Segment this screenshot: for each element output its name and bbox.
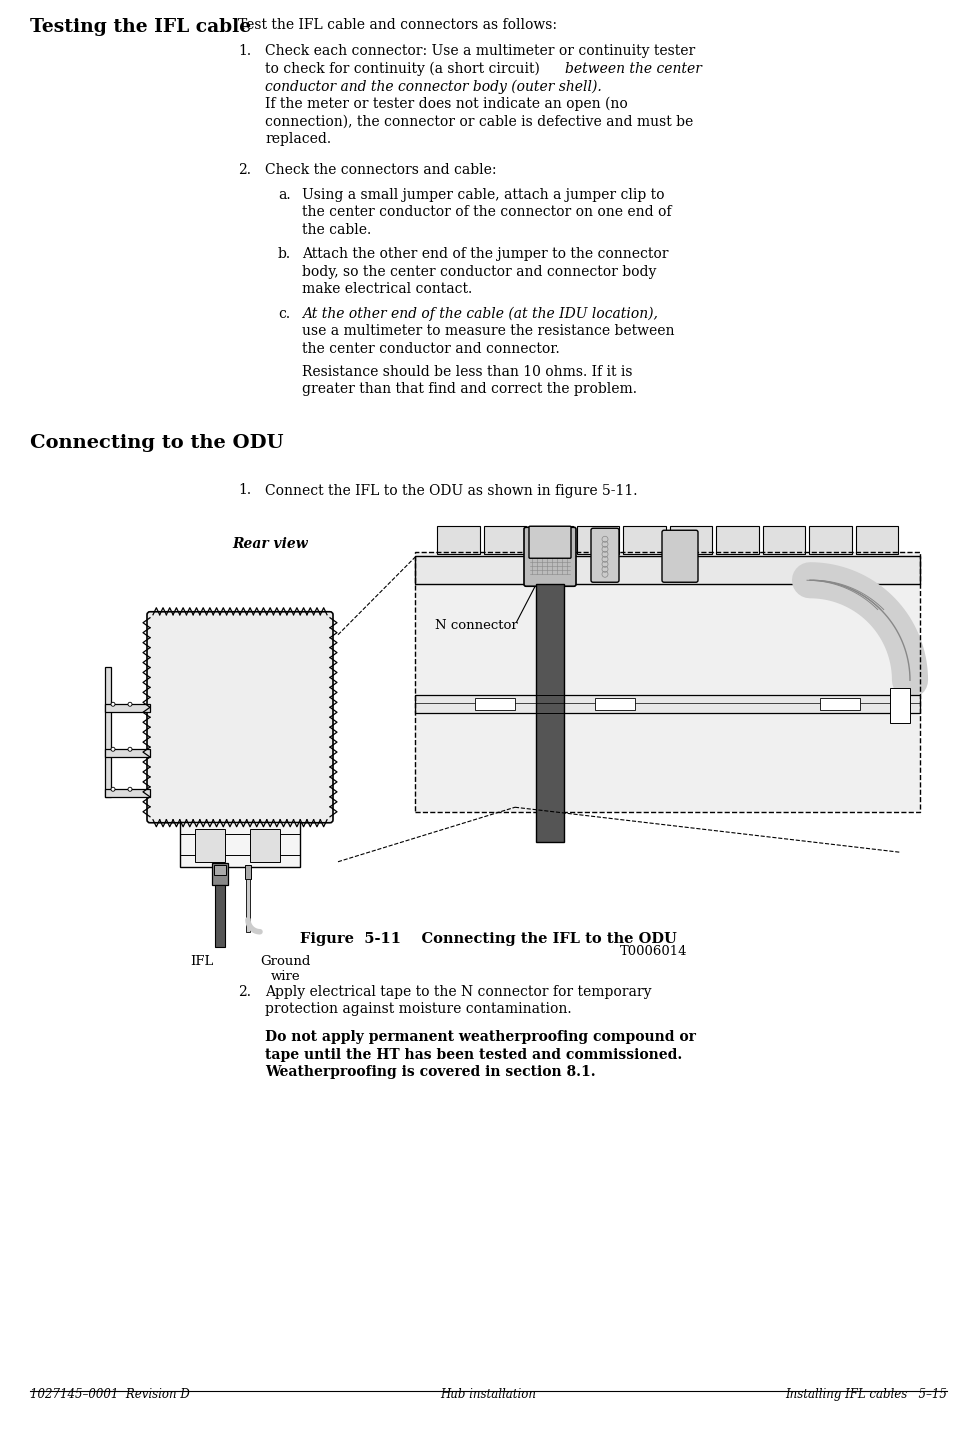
- Text: IFL: IFL: [190, 954, 213, 967]
- FancyBboxPatch shape: [524, 527, 576, 587]
- Text: the center conductor and connector.: the center conductor and connector.: [302, 342, 560, 356]
- Bar: [214, 864, 226, 874]
- Bar: [415, 557, 920, 584]
- Text: Attach the other end of the jumper to the connector: Attach the other end of the jumper to th…: [302, 248, 668, 262]
- Text: Ground
wire: Ground wire: [260, 954, 311, 983]
- Text: Installing IFL cables   5–15: Installing IFL cables 5–15: [786, 1388, 947, 1401]
- Text: make electrical contact.: make electrical contact.: [302, 282, 472, 296]
- Bar: [105, 790, 150, 797]
- Circle shape: [128, 703, 132, 707]
- Text: the center conductor of the connector on one end of: the center conductor of the connector on…: [302, 205, 671, 219]
- Text: 2.: 2.: [238, 163, 251, 177]
- Text: 1.: 1.: [238, 484, 251, 498]
- Text: the cable.: the cable.: [302, 223, 371, 236]
- Text: T0006014: T0006014: [620, 944, 688, 957]
- Text: 1027145–0001  Revision D: 1027145–0001 Revision D: [30, 1388, 190, 1401]
- Text: Rear view: Rear view: [233, 537, 308, 551]
- Bar: [576, 527, 619, 554]
- Bar: [669, 527, 712, 554]
- Text: Hub installation: Hub installation: [441, 1388, 536, 1401]
- Bar: [105, 750, 150, 757]
- Text: If the meter or tester does not indicate an open (no: If the meter or tester does not indicate…: [265, 97, 628, 112]
- Bar: [484, 527, 526, 554]
- Bar: [195, 829, 225, 861]
- FancyBboxPatch shape: [591, 528, 619, 582]
- Bar: [415, 695, 920, 713]
- Bar: [890, 688, 910, 723]
- FancyBboxPatch shape: [662, 531, 698, 582]
- Text: greater than that find and correct the problem.: greater than that find and correct the p…: [302, 382, 637, 396]
- Bar: [762, 527, 805, 554]
- Text: replaced.: replaced.: [265, 132, 331, 146]
- Text: Testing the IFL cable: Testing the IFL cable: [30, 19, 251, 36]
- Text: Test the IFL cable and connectors as follows:: Test the IFL cable and connectors as fol…: [238, 19, 557, 31]
- Bar: [536, 584, 564, 843]
- Text: At the other end of the cable (at the IDU location),: At the other end of the cable (at the ID…: [302, 306, 658, 321]
- Text: 2.: 2.: [238, 985, 251, 999]
- Text: use a multimeter to measure the resistance between: use a multimeter to measure the resistan…: [302, 325, 674, 338]
- Circle shape: [128, 787, 132, 791]
- Bar: [180, 821, 300, 867]
- Bar: [475, 698, 515, 710]
- Bar: [437, 527, 480, 554]
- Text: protection against moisture contamination.: protection against moisture contaminatio…: [265, 1002, 572, 1016]
- Circle shape: [111, 747, 115, 751]
- FancyBboxPatch shape: [147, 611, 333, 823]
- Text: N connector: N connector: [435, 618, 518, 631]
- Bar: [250, 829, 280, 861]
- Bar: [623, 527, 665, 554]
- Text: b.: b.: [278, 248, 291, 262]
- Text: connection), the connector or cable is defective and must be: connection), the connector or cable is d…: [265, 114, 694, 129]
- Bar: [716, 527, 758, 554]
- Text: Check each connector: Use a multimeter or continuity tester: Check each connector: Use a multimeter o…: [265, 44, 696, 59]
- Bar: [415, 552, 920, 813]
- Bar: [415, 552, 920, 813]
- Bar: [105, 667, 111, 797]
- Bar: [245, 864, 251, 879]
- FancyBboxPatch shape: [529, 527, 571, 558]
- Text: Weatherproofing is covered in section 8.1.: Weatherproofing is covered in section 8.…: [265, 1065, 596, 1079]
- Bar: [856, 527, 898, 554]
- Text: Using a small jumper cable, attach a jumper clip to: Using a small jumper cable, attach a jum…: [302, 187, 664, 202]
- Bar: [530, 527, 573, 554]
- Bar: [246, 879, 250, 932]
- Text: 1.: 1.: [238, 44, 251, 59]
- Text: a.: a.: [278, 187, 290, 202]
- Text: Check the connectors and cable:: Check the connectors and cable:: [265, 163, 496, 177]
- Text: between the center: between the center: [565, 62, 701, 76]
- Circle shape: [111, 703, 115, 707]
- Bar: [212, 863, 228, 884]
- Text: Figure  5-11    Connecting the IFL to the ODU: Figure 5-11 Connecting the IFL to the OD…: [300, 932, 677, 946]
- Text: Connect the IFL to the ODU as shown in figure 5-11.: Connect the IFL to the ODU as shown in f…: [265, 484, 638, 498]
- Bar: [215, 884, 225, 947]
- Text: tape until the HT has been tested and commissioned.: tape until the HT has been tested and co…: [265, 1047, 682, 1062]
- Text: c.: c.: [278, 306, 290, 321]
- Circle shape: [111, 787, 115, 791]
- Circle shape: [128, 747, 132, 751]
- Text: Do not apply permanent weatherproofing compound or: Do not apply permanent weatherproofing c…: [265, 1030, 696, 1045]
- Text: Apply electrical tape to the N connector for temporary: Apply electrical tape to the N connector…: [265, 985, 652, 999]
- Text: body, so the center conductor and connector body: body, so the center conductor and connec…: [302, 265, 657, 279]
- Text: Connecting to the ODU: Connecting to the ODU: [30, 435, 283, 452]
- Text: Resistance should be less than 10 ohms. If it is: Resistance should be less than 10 ohms. …: [302, 365, 632, 379]
- Text: to check for continuity (a short circuit): to check for continuity (a short circuit…: [265, 62, 544, 76]
- Text: conductor and the connector body (outer shell).: conductor and the connector body (outer …: [265, 79, 602, 93]
- Bar: [105, 704, 150, 713]
- Bar: [809, 527, 852, 554]
- Bar: [595, 698, 635, 710]
- Bar: [820, 698, 860, 710]
